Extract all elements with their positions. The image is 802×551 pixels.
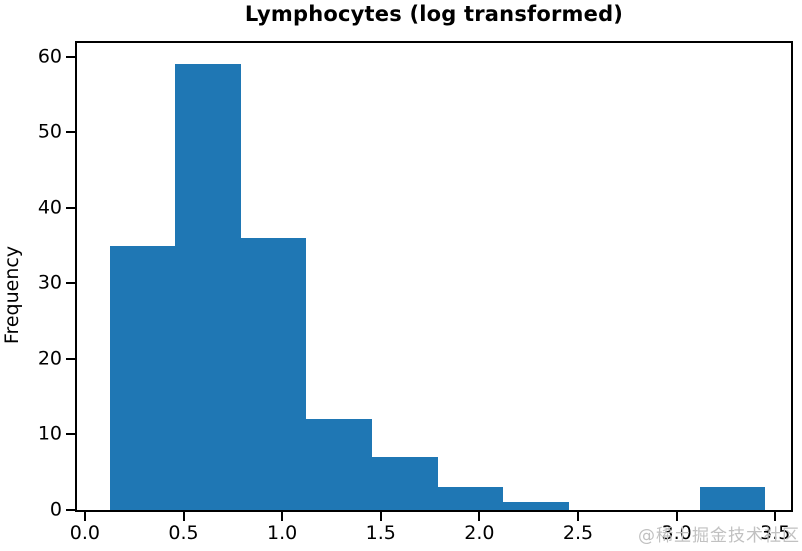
x-tick-label: 0.5	[168, 522, 199, 544]
histogram-bar	[306, 419, 373, 510]
y-tick-label: 10	[37, 422, 62, 445]
y-tick	[66, 206, 75, 209]
histogram-bar	[437, 487, 504, 510]
x-tick	[774, 512, 777, 521]
chart-title: Lymphocytes (log transformed)	[244, 2, 624, 26]
histogram-bar	[699, 487, 766, 510]
y-tick-label: 60	[37, 45, 62, 68]
x-tick	[478, 512, 481, 521]
x-tick	[379, 512, 382, 521]
histogram-bar	[372, 457, 438, 510]
plot-area: 0 10 20 30 40 50 60 0.0 0.5 1.0 1.5 2.0 2.5 3.0 3.5	[38, 41, 793, 543]
y-tick	[66, 131, 75, 134]
x-tick-label: 2.5	[562, 522, 594, 544]
y-tick-label: 40	[37, 196, 62, 219]
histogram-bar	[175, 64, 241, 510]
y-tick-label: 0	[49, 498, 62, 521]
x-tick	[83, 512, 86, 521]
x-tick-label: 2.0	[464, 522, 495, 544]
x-tick	[576, 512, 579, 521]
y-tick-label: 20	[37, 347, 62, 370]
x-tick-label: 1.5	[365, 522, 396, 544]
y-tick	[66, 282, 75, 285]
y-tick-label: 30	[37, 271, 62, 294]
y-tick	[66, 509, 75, 511]
x-tick-label: 1.0	[267, 522, 298, 544]
histogram-bar	[503, 502, 569, 510]
watermark: @稀土掘金技术社区	[638, 526, 800, 546]
x-tick-label: 3.0	[661, 522, 692, 544]
x-tick-label: 3.5	[760, 522, 791, 544]
x-tick-label: 0.0	[69, 522, 100, 544]
x-tick	[281, 512, 284, 521]
y-tick	[66, 55, 75, 58]
histogram-bar	[240, 237, 307, 510]
y-tick	[66, 433, 75, 436]
y-tick-label: 50	[37, 120, 62, 143]
histogram-bar	[109, 245, 176, 510]
x-tick	[675, 512, 678, 521]
y-axis-label: Frequency	[1, 245, 23, 345]
x-tick	[182, 512, 185, 521]
y-tick	[66, 357, 75, 360]
